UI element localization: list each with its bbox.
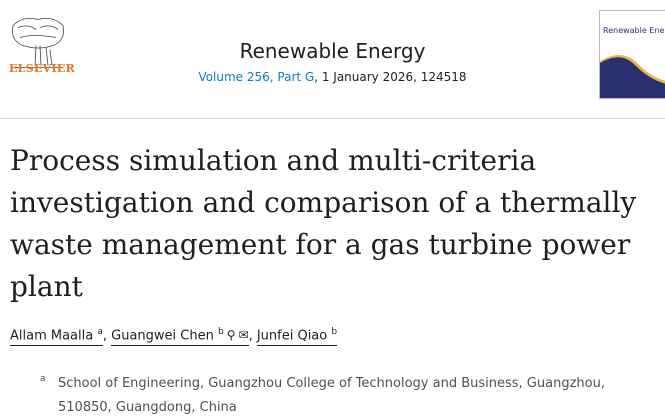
- author-link[interactable]: Guangwei Chen b ⚲ ✉: [111, 327, 249, 347]
- affiliation-label: a: [40, 374, 46, 384]
- header-divider: [0, 118, 665, 119]
- person-icon: ⚲: [226, 328, 236, 343]
- cover-title: Renewable Energy: [603, 26, 665, 35]
- issue-date: , 1 January 2026, 124518: [314, 70, 467, 84]
- cover-wave-graphic: [600, 55, 665, 98]
- author-name: Junfei Qiao: [256, 328, 328, 344]
- journal-title[interactable]: Renewable Energy: [239, 39, 426, 63]
- elsevier-wordmark: ELSEVIER: [9, 62, 76, 75]
- author-name: Allam Maalla: [10, 328, 94, 344]
- affiliation-sup: b: [217, 327, 224, 337]
- affiliation-text: School of Engineering, Guangzhou College…: [58, 376, 605, 415]
- issue-info: Volume 256, Part G, 1 January 2026, 1245…: [0, 70, 665, 84]
- affiliation-sup: b: [331, 327, 338, 337]
- author-list: Allam Maalla a, Guangwei Chen b ⚲ ✉, Junfe…: [10, 327, 338, 347]
- affiliation-sup: a: [97, 327, 103, 337]
- email-icon: ✉: [238, 328, 249, 343]
- author-name: Guangwei Chen: [111, 328, 214, 344]
- author-link[interactable]: Allam Maalla a: [10, 327, 103, 347]
- author-link[interactable]: Junfei Qiao b: [256, 327, 338, 347]
- volume-link[interactable]: Volume 256, Part G: [198, 70, 315, 84]
- journal-cover[interactable]: Renewable Energy: [599, 10, 665, 99]
- elsevier-tree-logo[interactable]: [8, 8, 68, 78]
- affiliation: a School of Engineering, Guangzhou Colle…: [40, 372, 650, 420]
- article-title: Process simulation and multi-criteria in…: [10, 144, 637, 303]
